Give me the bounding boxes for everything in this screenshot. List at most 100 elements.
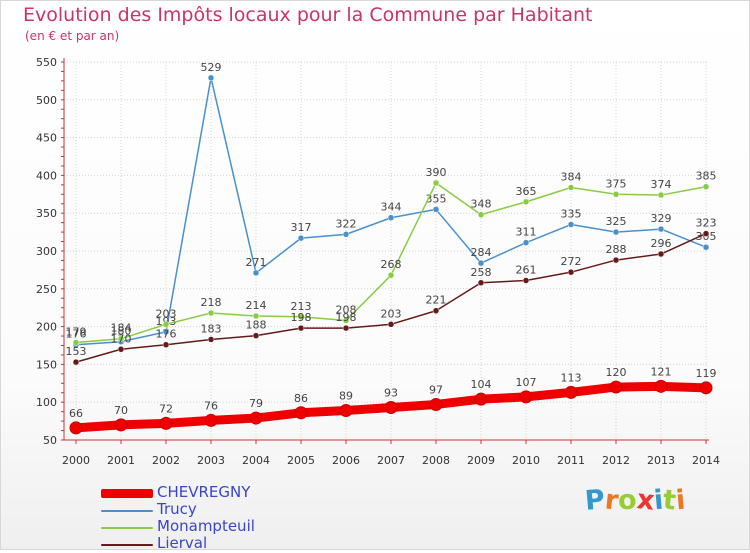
data-label-lierval: 176 (156, 328, 177, 341)
data-label-lierval: 198 (291, 311, 312, 324)
legend-swatch (101, 527, 153, 529)
legend-label: Monampteuil (157, 517, 255, 535)
data-label-monampteuil: 208 (336, 304, 357, 317)
data-label-monampteuil: 179 (66, 325, 87, 338)
data-point-lierval (702, 230, 710, 237)
y-tick-label: 150 (36, 358, 57, 371)
data-point-monampteuil (162, 321, 170, 328)
x-tick-label: 2002 (152, 454, 180, 467)
data-label-monampteuil: 203 (156, 307, 177, 320)
data-point-trucy (522, 239, 530, 246)
data-point-lierval (297, 324, 305, 332)
y-tick-label: 100 (36, 396, 57, 409)
data-point-trucy (612, 228, 620, 236)
data-label-trucy: 329 (651, 212, 672, 225)
data-label-lierval: 323 (696, 217, 717, 230)
y-tick-label: 400 (36, 169, 57, 182)
data-point-lierval (342, 324, 350, 332)
y-tick-label: 300 (36, 245, 57, 258)
data-label-lierval: 188 (246, 319, 267, 332)
data-point-chevregny (699, 381, 713, 395)
data-point-chevregny (339, 404, 353, 418)
data-label-chevregny: 93 (384, 386, 398, 399)
data-point-trucy (477, 259, 485, 267)
data-label-chevregny: 72 (159, 402, 173, 415)
data-point-lierval (252, 332, 260, 339)
legend-swatch (101, 489, 153, 498)
data-point-lierval (72, 358, 80, 366)
legend-swatch (101, 510, 153, 512)
data-label-chevregny: 89 (339, 390, 353, 403)
data-label-monampteuil: 268 (381, 258, 402, 271)
data-point-monampteuil (207, 309, 215, 317)
data-point-monampteuil (612, 191, 620, 198)
y-tick-label: 450 (36, 132, 57, 145)
y-tick-label: 550 (36, 56, 57, 69)
x-tick-label: 2004 (242, 454, 270, 467)
data-point-chevregny (609, 380, 623, 394)
x-tick-label: 2009 (467, 454, 495, 467)
data-point-chevregny (159, 416, 173, 430)
data-label-monampteuil: 374 (651, 178, 672, 191)
y-tick-label: 50 (43, 434, 57, 447)
data-label-trucy: 335 (561, 208, 582, 221)
data-point-chevregny (654, 379, 668, 393)
x-tick-label: 2006 (332, 454, 360, 467)
data-label-lierval: 272 (561, 255, 582, 268)
data-point-lierval (387, 321, 395, 328)
data-point-monampteuil (117, 335, 125, 342)
data-label-trucy: 344 (381, 201, 402, 214)
y-tick-label: 250 (36, 283, 57, 296)
data-label-monampteuil: 365 (516, 185, 537, 198)
data-label-chevregny: 79 (249, 397, 263, 410)
data-label-chevregny: 120 (606, 366, 627, 379)
legend-swatch (101, 544, 153, 546)
data-point-monampteuil (72, 339, 80, 346)
data-point-chevregny (114, 418, 128, 432)
data-point-trucy (297, 234, 305, 242)
data-point-trucy (432, 206, 440, 213)
legend-label: Trucy (157, 500, 197, 518)
chart-subtitle: (en € et par an) (25, 29, 120, 43)
data-point-monampteuil (297, 313, 305, 321)
data-point-monampteuil (702, 183, 710, 190)
data-label-monampteuil: 390 (426, 166, 447, 179)
x-tick-label: 2014 (692, 454, 720, 467)
data-label-monampteuil: 184 (111, 322, 132, 335)
data-label-trucy: 322 (336, 217, 357, 230)
data-point-lierval (207, 336, 215, 343)
x-tick-label: 2010 (512, 454, 540, 467)
data-point-monampteuil (342, 317, 350, 324)
data-label-monampteuil: 375 (606, 177, 627, 190)
data-point-chevregny (474, 392, 488, 406)
data-label-lierval: 296 (651, 237, 672, 250)
data-label-trucy: 311 (516, 226, 537, 239)
data-point-lierval (657, 250, 665, 258)
data-point-trucy (702, 243, 710, 251)
data-label-trucy: 355 (426, 192, 447, 205)
data-point-chevregny (249, 411, 263, 425)
logo-letter: i (674, 484, 687, 517)
data-label-monampteuil: 218 (201, 296, 222, 309)
x-tick-label: 2003 (197, 454, 225, 467)
y-tick-label: 200 (36, 321, 57, 334)
data-label-lierval: 203 (381, 307, 402, 320)
x-tick-label: 2008 (422, 454, 450, 467)
data-point-trucy (207, 74, 215, 82)
x-tick-label: 2012 (602, 454, 630, 467)
data-point-trucy (657, 225, 665, 233)
data-point-chevregny (429, 397, 443, 411)
data-label-chevregny: 113 (561, 371, 582, 384)
data-label-monampteuil: 385 (696, 170, 717, 183)
data-label-lierval: 261 (516, 263, 537, 276)
data-label-lierval: 198 (336, 311, 357, 324)
data-label-trucy: 317 (291, 221, 312, 234)
chart-title: Evolution des Impôts locaux pour la Comm… (23, 4, 593, 26)
data-point-chevregny (564, 385, 578, 399)
x-tick-label: 2001 (107, 454, 135, 467)
data-point-monampteuil (567, 184, 575, 191)
x-tick-label: 2013 (647, 454, 675, 467)
x-tick-label: 2007 (377, 454, 405, 467)
data-point-monampteuil (432, 179, 440, 187)
